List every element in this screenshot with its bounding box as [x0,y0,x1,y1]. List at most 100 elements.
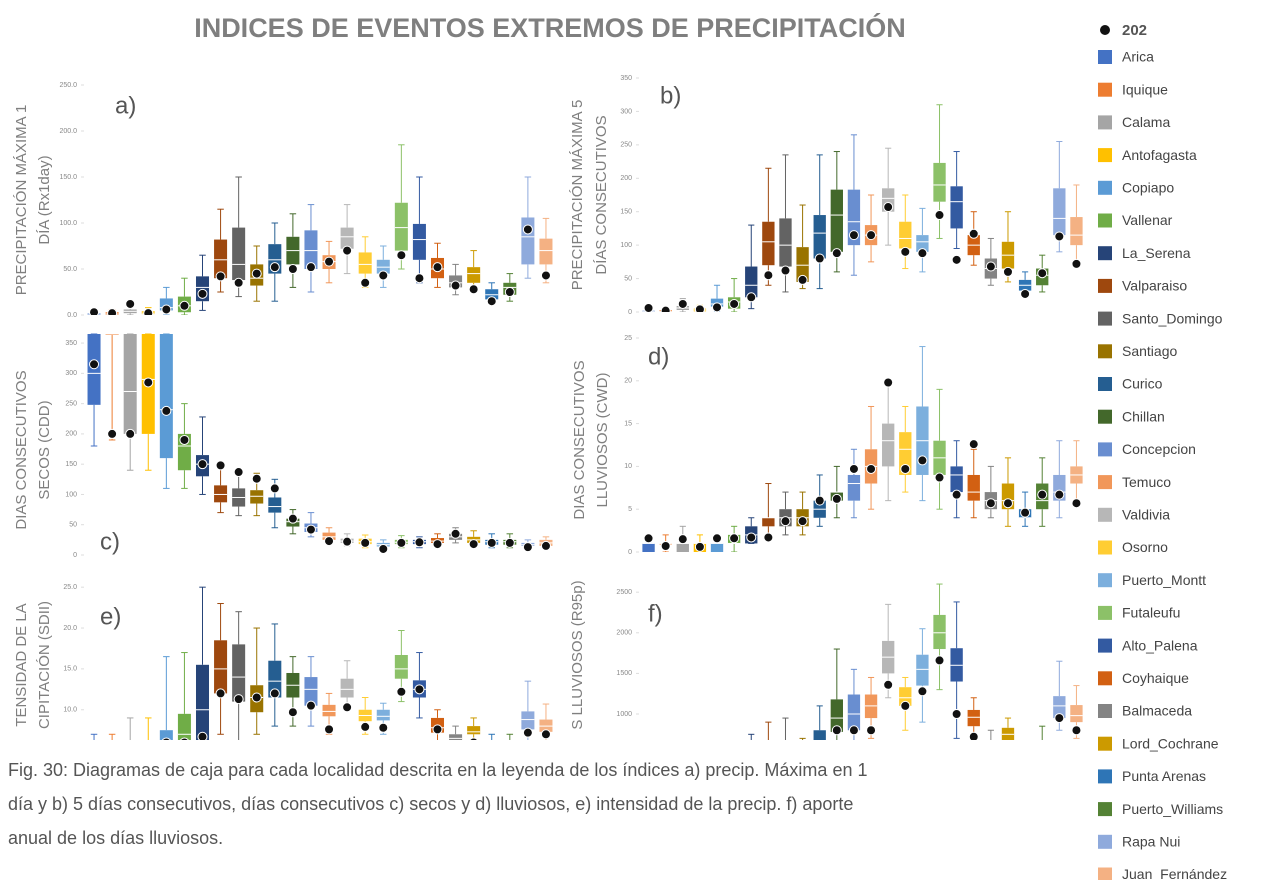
caption-line: anual de los días lluviosos. [8,828,223,848]
year-point [305,700,316,711]
y-axis-label: PRECIPITACIÓN MÁXIMA 5 [569,100,586,291]
y-axis-label: DIAS CONSECUTIVOS [13,370,30,529]
year-point [396,537,407,548]
box [710,543,724,552]
legend-swatch [1098,50,1112,64]
year-point [713,781,722,790]
y-tick-label: 5 [628,506,632,513]
year-point [1054,713,1065,724]
box [467,726,481,735]
year-point [215,271,226,282]
year-point [505,746,514,755]
legend-swatch [1098,278,1112,293]
year-point [866,230,877,241]
year-point [968,439,979,450]
box [340,227,354,249]
legend-label: Puerto_Montt [1122,572,1206,588]
year-point [522,224,533,235]
y-tick-label: 150.0 [59,174,77,181]
year-point [797,274,808,285]
year-point [504,537,515,548]
year-point [866,725,877,736]
year-point [161,405,172,416]
year-point [378,722,389,733]
year-point [251,692,262,703]
legend-label: Santo_Domingo [1122,310,1223,326]
box [933,614,946,650]
box [950,186,963,229]
box [159,298,173,311]
year-point [1054,489,1065,500]
legend-label: Puerto_Williams [1122,801,1223,817]
year-point [917,455,928,466]
year-point [814,495,825,506]
y-tick-label: 10 [624,463,632,470]
year-point [900,463,911,474]
year-point [269,688,280,699]
y-tick-label: 150 [620,209,632,216]
year-point [486,537,497,548]
legend-marker-label: 202 [1122,22,1147,39]
year-point [1037,268,1048,279]
box [762,517,775,527]
box [1070,705,1083,723]
y-tick-label: 25.0 [63,584,77,591]
y-tick-label: 300 [620,108,632,115]
box [250,490,264,504]
legend-swatch [1098,213,1112,228]
legend-label: Alto_Palena [1122,637,1198,653]
year-point [934,655,945,666]
year-point [1002,498,1013,509]
year-point [986,754,995,763]
year-point [643,302,654,312]
year-point [342,702,353,713]
year-point [432,539,443,550]
year-point [677,534,688,545]
y-tick-label: 0.0 [67,312,77,319]
y-axis-label: DÍAS CONSECUTIVOS [593,115,610,274]
box [142,742,155,758]
box [916,235,929,252]
y-tick-label: 100 [620,242,632,249]
year-point [324,256,335,267]
y-axis-label: LLUVIOSOS (CWD) [594,372,611,507]
year-point [763,270,774,281]
year-point [694,304,705,312]
panel-label: f) [648,600,663,627]
y-axis-label: DIAS CONSECUTIVOS [571,360,588,519]
year-point [179,434,190,445]
year-point [540,270,551,281]
year-point [360,537,371,548]
box [933,162,946,202]
year-point [1020,288,1031,299]
year-point [694,541,705,552]
box [967,474,980,501]
box [195,664,210,740]
box [124,742,137,758]
year-point [934,210,945,221]
year-point [934,472,945,483]
y-axis-label: PRECIPITACIÓN MÁXIMA 1 [13,105,30,296]
y-tick-label: 0 [73,552,77,559]
year-point [233,694,244,705]
year-point [763,532,774,543]
panel-label: b) [660,82,681,109]
box [847,694,861,731]
legend-label: Chillan [1122,408,1165,424]
box [985,742,997,758]
box [813,215,826,259]
year-point [540,729,551,740]
year-point [342,245,353,256]
year-point [968,228,979,239]
box [830,699,843,732]
legend-label: Antofagasta [1122,147,1197,163]
year-point [107,428,118,439]
caption-line: día y b) 5 días consecutivos, días conse… [8,794,853,814]
box [467,267,481,283]
y-tick-label: 300 [65,370,77,377]
year-point [180,737,189,740]
box [376,709,390,721]
year-point [197,459,208,470]
year-point [917,686,928,697]
